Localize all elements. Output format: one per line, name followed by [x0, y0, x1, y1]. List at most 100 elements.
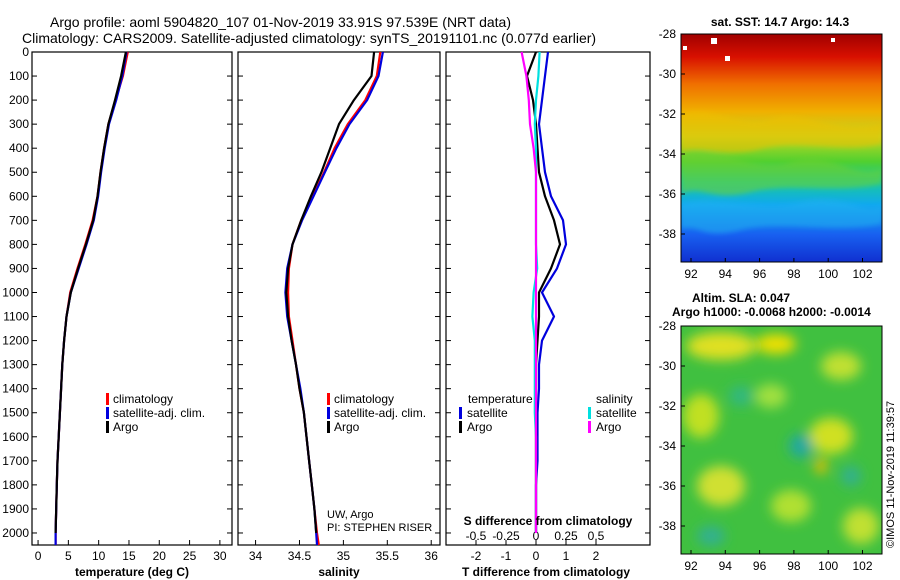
x-tick-label: 10	[92, 549, 106, 563]
lat-tick-label: -34	[659, 439, 677, 453]
depth-tick-label: 1500	[2, 406, 29, 420]
legend-temp-argo: Argo	[467, 420, 493, 434]
legend-temp-argo-swatch	[459, 421, 462, 433]
difference-profiles	[520, 51, 568, 533]
temperature-xlabel: temperature (deg C)	[75, 565, 189, 579]
legend-climatology: climatology	[334, 392, 394, 406]
x-tick-label: 25	[183, 549, 197, 563]
depth-tick-label: 800	[9, 237, 29, 251]
x-tick-label: 34.5	[288, 549, 312, 563]
t-difference-axis: -2 -1 0 1 2	[471, 540, 600, 563]
legend-temp-satellite-swatch	[459, 407, 462, 419]
lon-tick-label: 92	[684, 267, 698, 281]
lat-tick-label: -30	[659, 359, 677, 373]
legend-salinity-header: salinity	[596, 392, 633, 406]
salinity-profiles	[284, 51, 384, 546]
depth-tick-label: 600	[9, 189, 29, 203]
sst-map-lat-axis: -28 -30 -32 -34 -36 -38	[659, 27, 685, 241]
depth-tick-label: 1800	[2, 478, 29, 492]
lon-tick-label: 102	[852, 267, 872, 281]
x-tick-label: 0	[533, 549, 540, 563]
s-diff-tick-label: -0.5	[466, 529, 487, 543]
s-difference-axis: -0.5 -0.25 0 0.25 0.5	[466, 529, 605, 543]
title-line1: Argo profile: aoml 5904820_107 01-Nov-20…	[50, 14, 511, 30]
x-tick-label: 34	[249, 549, 263, 563]
depth-axis: 0 100 200 300 400 500 600 700 800 900 1000 1100 1200…	[2, 45, 232, 540]
lon-tick-label: 98	[787, 559, 801, 573]
sla-image	[681, 326, 882, 554]
sst-map-title: sat. SST: 14.7 Argo: 14.3	[711, 15, 850, 29]
series-line-satellite-adj-clim-	[284, 51, 384, 546]
lon-tick-label: 98	[787, 267, 801, 281]
s-diff-tick-label: 0.25	[554, 529, 578, 543]
legend-satellite: satellite-adj. clim.	[334, 406, 426, 420]
salinity-xlabel: salinity	[318, 565, 360, 579]
lat-tick-label: -28	[659, 319, 677, 333]
legend-sal-satellite-swatch	[588, 407, 591, 419]
difference-plot-frame	[445, 51, 651, 546]
sla-map-frame	[680, 325, 883, 555]
x-tick-label: 35	[337, 549, 351, 563]
lat-tick-label: -38	[659, 227, 677, 241]
temperature-x-axis: 0 5 10 15 20 25 30	[35, 540, 227, 563]
salinity-plot-frame	[237, 51, 441, 546]
depth-tick-label: 100	[9, 69, 29, 83]
lat-tick-label: -32	[659, 107, 677, 121]
depth-tick-label: 1600	[2, 430, 29, 444]
series-line-temperature-satellite	[534, 51, 568, 533]
temperature-profiles	[54, 51, 129, 545]
depth-tick-label: 1300	[2, 358, 29, 372]
sla-map: Altim. SLA: 0.047 Argo h1000: -0.0068 h2…	[659, 291, 897, 573]
depth-tick-label: 200	[9, 93, 29, 107]
legend-argo: Argo	[113, 420, 139, 434]
depth-tick-label: 500	[9, 165, 29, 179]
x-tick-label: 5	[65, 549, 72, 563]
lat-tick-label: -32	[659, 399, 677, 413]
x-tick-label: -2	[471, 549, 482, 563]
lat-tick-label: -36	[659, 187, 677, 201]
depth-tick-label: 1200	[2, 334, 29, 348]
lon-tick-label: 94	[719, 559, 733, 573]
x-tick-label: 35.5	[376, 549, 400, 563]
difference-depth-ticks	[446, 51, 650, 534]
series-line-satellite-adj-clim-	[54, 51, 128, 545]
sla-map-lon-axis: 92 94 96 98 100 102	[684, 550, 873, 573]
depth-tick-label: 300	[9, 117, 29, 131]
lon-tick-label: 92	[684, 559, 698, 573]
s-difference-label: S difference from climatology	[464, 514, 633, 528]
legend-argo-swatch	[106, 421, 109, 433]
series-line-salinity-argo	[520, 51, 538, 533]
temperature-legend: climatology satellite-adj. clim. Argo	[106, 392, 205, 434]
depth-tick-label: 900	[9, 261, 29, 275]
series-line-climatology	[54, 51, 129, 545]
salinity-x-axis: 34 34.5 35 35.5 36	[249, 540, 438, 563]
sst-image	[681, 34, 882, 262]
depth-tick-label: 1900	[2, 502, 29, 516]
depth-tick-label: 700	[9, 213, 29, 227]
difference-panel: -2 -1 0 1 2 -0.5 -0.25 0 0.25 0.5 S difference f…	[445, 51, 651, 579]
difference-legend: temperature salinity satellite Argo sate…	[459, 392, 637, 434]
lon-tick-label: 100	[818, 559, 838, 573]
t-difference-xlabel: T difference from climatology	[462, 565, 630, 579]
lat-tick-label: -36	[659, 479, 677, 493]
title-line2: Climatology: CARS2009. Satellite-adjuste…	[22, 30, 596, 46]
lat-tick-label: -28	[659, 27, 677, 41]
lat-tick-label: -30	[659, 67, 677, 81]
s-diff-tick-label: 0.5	[588, 529, 605, 543]
salinity-panel: 34 34.5 35 35.5 36 salinity climatology sate…	[237, 51, 441, 579]
legend-climatology-swatch	[327, 393, 330, 405]
salinity-legend: climatology satellite-adj. clim. Argo	[327, 392, 426, 434]
depth-tick-label: 1000	[2, 285, 29, 299]
depth-tick-label: 1700	[2, 454, 29, 468]
x-tick-label: 30	[213, 549, 227, 563]
depth-tick-label: 400	[9, 141, 29, 155]
lon-tick-label: 94	[719, 267, 733, 281]
temperature-plot-frame	[31, 51, 233, 546]
legend-satellite: satellite-adj. clim.	[113, 406, 205, 420]
credit-line2: PI: STEPHEN RISER	[327, 522, 432, 534]
depth-tick-label: 2000	[2, 526, 29, 540]
lat-tick-label: -34	[659, 147, 677, 161]
depth-tick-label: 1400	[2, 382, 29, 396]
legend-climatology-swatch	[106, 393, 109, 405]
imos-watermark: ©IMOS 11-Nov-2019 11:39:57	[885, 401, 897, 548]
